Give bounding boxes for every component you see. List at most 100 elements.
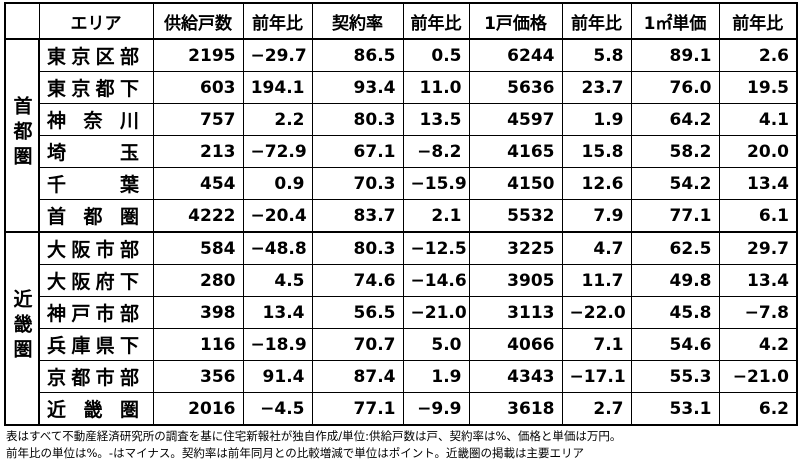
value-cell: 603	[152, 71, 244, 104]
table-row: 神奈川 757 2.2 80.3 13.5 4597 1.9 64.2 4.1	[5, 103, 798, 136]
value-cell: 4222	[152, 199, 244, 233]
value-cell: −15.9	[402, 167, 470, 200]
area-name: 神奈川	[47, 110, 139, 132]
table-row: 京都市部 356 91.4 87.4 1.9 4343 −17.1 55.3 −21.0	[5, 360, 798, 393]
value-cell: 3905	[468, 264, 563, 297]
area-cell: 神奈川	[38, 103, 154, 136]
value-cell: 280	[152, 264, 244, 297]
value-cell: 74.6	[311, 264, 404, 297]
value-cell: 2.2	[242, 103, 313, 136]
value-cell: 53.1	[630, 392, 720, 426]
area-name: 兵庫県下	[47, 335, 139, 357]
value-cell: 91.4	[242, 360, 313, 393]
header-cell	[4, 2, 40, 40]
value-cell: −29.7	[242, 38, 313, 72]
value-cell: −48.8	[242, 231, 313, 265]
value-cell: 4.7	[561, 231, 632, 265]
value-cell: −17.1	[561, 360, 632, 393]
area-name: 千葉	[47, 174, 139, 196]
value-cell: 4597	[468, 103, 563, 136]
area-cell: 東京区部	[38, 38, 154, 72]
value-cell: −14.6	[402, 264, 470, 297]
value-cell: 2195	[152, 38, 244, 72]
table-row: 近畿圏 大阪市部 584 −48.8 80.3 −12.5 3225 4.7 62.5 29.7	[4, 231, 798, 426]
data-table: エリア 供給戸数 前年比 契約率 前年比 1戸価格 前年比 1㎡単価 前年比 首都圏 東京区部 21…	[4, 2, 798, 426]
value-cell: 83.7	[311, 199, 404, 233]
area-cell: 大阪府下	[38, 264, 154, 297]
value-cell: 77.1	[311, 392, 404, 426]
area-cell: 埼玉	[38, 135, 154, 168]
value-cell: −8.2	[402, 135, 470, 168]
table-row: 首都圏 東京区部 2195 −29.7 86.5 0.5 6244 5.8 89.1 2.6	[4, 38, 798, 233]
value-cell: 4.2	[718, 328, 798, 361]
area-cell: 京都市部	[38, 360, 154, 393]
value-cell: 20.0	[718, 135, 798, 168]
value-cell: 4.5	[242, 264, 313, 297]
value-cell: 584	[152, 231, 244, 265]
table-row: 神戸市部 398 13.4 56.5 −21.0 3113 −22.0 45.8 −7.8	[5, 296, 798, 329]
value-cell: 76.0	[630, 71, 720, 104]
value-cell: 11.0	[402, 71, 470, 104]
value-cell: 356	[152, 360, 244, 393]
value-cell: 6.2	[718, 392, 798, 426]
value-cell: 2.1	[402, 199, 470, 233]
value-cell: 3225	[468, 231, 563, 265]
header-cell: 前年比	[718, 2, 798, 40]
header-cell: 前年比	[402, 2, 470, 40]
value-cell: −21.0	[402, 296, 470, 329]
group-label: 近畿圏	[10, 288, 33, 364]
value-cell: 13.4	[718, 264, 798, 297]
header-cell: 供給戸数	[152, 2, 244, 40]
value-cell: 23.7	[561, 71, 632, 104]
header-cell: 1戸価格	[468, 2, 563, 40]
value-cell: 2.7	[561, 392, 632, 426]
value-cell: 3113	[468, 296, 563, 329]
group-cell: 近畿圏	[4, 231, 40, 426]
value-cell: −4.5	[242, 392, 313, 426]
value-cell: 89.1	[630, 38, 720, 72]
value-cell: 0.9	[242, 167, 313, 200]
value-cell: 6244	[468, 38, 563, 72]
area-cell: 近畿圏	[38, 392, 154, 426]
value-cell: 49.8	[630, 264, 720, 297]
value-cell: −12.5	[402, 231, 470, 265]
value-cell: 213	[152, 135, 244, 168]
area-name: 大阪府下	[47, 271, 139, 293]
value-cell: 757	[152, 103, 244, 136]
value-cell: 4.1	[718, 103, 798, 136]
header-cell: 契約率	[311, 2, 404, 40]
value-cell: 7.1	[561, 328, 632, 361]
value-cell: 77.1	[630, 199, 720, 233]
value-cell: 13.4	[242, 296, 313, 329]
header-cell: 前年比	[242, 2, 313, 40]
value-cell: 5.8	[561, 38, 632, 72]
table-row: 千葉 454 0.9 70.3 −15.9 4150 12.6 54.2 13.4	[5, 167, 798, 200]
value-cell: 5636	[468, 71, 563, 104]
value-cell: 87.4	[311, 360, 404, 393]
value-cell: 54.6	[630, 328, 720, 361]
value-cell: 19.5	[718, 71, 798, 104]
value-cell: 70.3	[311, 167, 404, 200]
table-row: 大阪府下 280 4.5 74.6 −14.6 3905 11.7 49.8 13.4	[5, 264, 798, 297]
value-cell: 5.0	[402, 328, 470, 361]
value-cell: 4150	[468, 167, 563, 200]
value-cell: −7.8	[718, 296, 798, 329]
value-cell: 3618	[468, 392, 563, 426]
value-cell: 11.7	[561, 264, 632, 297]
area-name: 神戸市部	[47, 303, 139, 325]
note-line: 前年比の単位は%。-はマイナス。契約率は前年同月との比較増減で単位はポイント。近…	[6, 446, 584, 460]
value-cell: 13.4	[718, 167, 798, 200]
value-cell: 55.3	[630, 360, 720, 393]
value-cell: 67.1	[311, 135, 404, 168]
area-cell: 神戸市部	[38, 296, 154, 329]
value-cell: 454	[152, 167, 244, 200]
value-cell: 62.5	[630, 231, 720, 265]
value-cell: 6.1	[718, 199, 798, 233]
value-cell: 58.2	[630, 135, 720, 168]
value-cell: 64.2	[630, 103, 720, 136]
value-cell: 4066	[468, 328, 563, 361]
value-cell: 15.8	[561, 135, 632, 168]
value-cell: 93.4	[311, 71, 404, 104]
area-cell: 千葉	[38, 167, 154, 200]
value-cell: 2016	[152, 392, 244, 426]
